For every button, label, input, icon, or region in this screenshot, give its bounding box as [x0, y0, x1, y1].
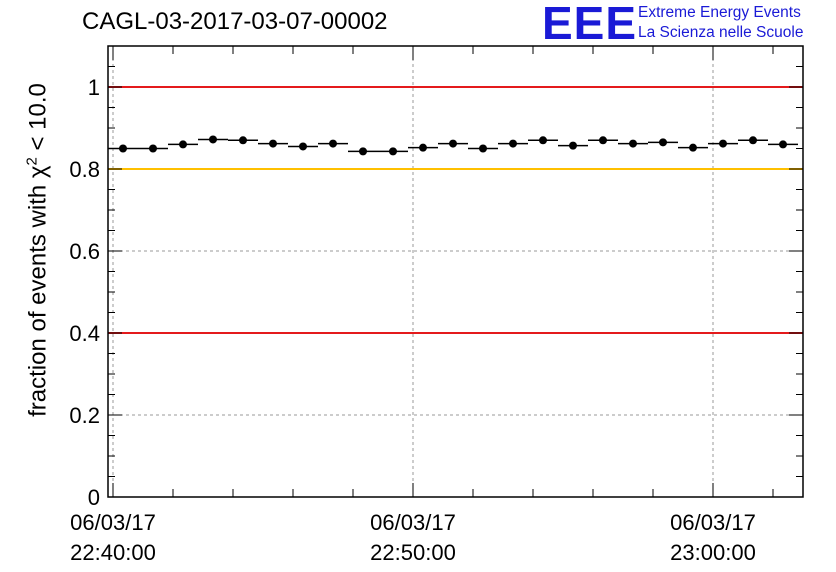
data-point: [689, 143, 697, 152]
x-tick-time-label: 23:00:00: [670, 540, 756, 565]
y-tick-label: 0.4: [69, 321, 100, 346]
logo-mark: EEE: [542, 0, 638, 49]
y-tick-label: 0.2: [69, 403, 100, 428]
data-point: [599, 136, 607, 145]
data-point: [149, 144, 157, 153]
data-point: [359, 147, 367, 156]
data-point: [659, 138, 667, 147]
data-point: [509, 139, 517, 148]
x-tick-time-label: 22:50:00: [370, 540, 456, 565]
data-point: [329, 139, 337, 148]
data-point: [479, 144, 487, 153]
data-point: [569, 141, 577, 150]
y-tick-label: 0.8: [69, 157, 100, 182]
data-point: [419, 143, 427, 152]
y-tick-label: 1: [88, 75, 100, 100]
data-point: [719, 139, 727, 148]
x-tick-date-label: 06/03/17: [370, 510, 456, 535]
x-tick-date-label: 06/03/17: [670, 510, 756, 535]
data-point: [539, 136, 547, 145]
data-point: [389, 147, 397, 156]
data-point: [179, 140, 187, 149]
data-point: [209, 135, 217, 144]
data-point: [449, 139, 457, 148]
chart-title: CAGL-03-2017-03-07-00002: [82, 8, 388, 35]
data-point: [299, 142, 307, 151]
x-tick-date-label: 06/03/17: [70, 510, 156, 535]
y-tick-label: 0: [88, 485, 100, 510]
data-point: [749, 136, 757, 145]
data-point: [629, 139, 637, 148]
logo-line-1: Extreme Energy Events: [638, 4, 801, 21]
data-point: [239, 136, 247, 145]
plot-frame: [107, 45, 804, 498]
data-point: [119, 144, 127, 153]
data-point: [269, 139, 277, 148]
logo-line-2: La Scienza nelle Scuole: [638, 24, 804, 41]
x-tick-time-label: 22:40:00: [70, 540, 156, 565]
data-point: [779, 140, 787, 149]
y-tick-label: 0.6: [69, 239, 100, 264]
